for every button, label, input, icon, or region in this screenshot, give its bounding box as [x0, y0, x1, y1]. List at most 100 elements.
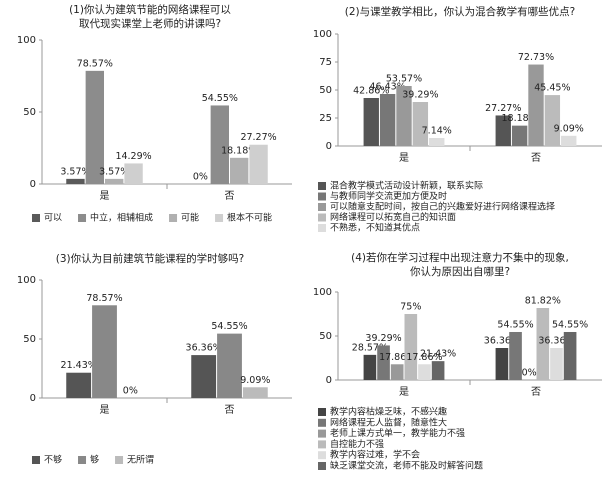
value-label: 39.29%: [365, 333, 401, 344]
x-tick-label: 否: [225, 190, 235, 202]
value-label: 78.57%: [77, 58, 113, 69]
bar: [230, 157, 249, 184]
x-tick-label: 否: [531, 152, 541, 164]
chart-title: (2)与课堂教学相比，你认为混合教学有哪些优点?: [345, 5, 575, 18]
bar: [66, 178, 85, 184]
bar: [418, 364, 431, 380]
value-label: 18.18%: [221, 145, 257, 156]
y-tick-label: 0: [326, 375, 332, 386]
value-label: 0%: [522, 368, 537, 379]
legend-label: 无所谓: [127, 455, 154, 466]
legend-label: 可能: [181, 212, 199, 224]
legend-swatch: [32, 214, 40, 222]
x-tick-label: 是: [399, 152, 409, 164]
value-label: 36.36%: [484, 336, 520, 347]
legend-swatch: [78, 214, 87, 222]
bar: [563, 331, 577, 380]
bar: [509, 331, 522, 380]
y-tick-label: 75: [319, 57, 332, 68]
legend-label: 不够: [44, 455, 62, 466]
value-label: 27.27%: [485, 103, 521, 114]
y-tick-label: 100: [17, 35, 36, 46]
y-tick-label: 100: [17, 275, 36, 286]
legend-label: 根本不可能: [227, 212, 272, 224]
bar: [536, 307, 550, 380]
value-label: 7.14%: [422, 126, 452, 137]
legend-label: 老师上课方式单一，教学能力不强: [330, 427, 465, 439]
value-label: 18.18%: [502, 113, 538, 124]
value-label: 39.29%: [402, 89, 438, 100]
value-label: 21.43%: [420, 349, 456, 360]
y-tick-label: 50: [319, 331, 332, 342]
value-label: 0%: [193, 172, 208, 183]
legend-label: 与教师同学交流更加方便及时: [330, 190, 447, 202]
y-tick-label: 50: [319, 85, 332, 96]
value-label: 28.57%: [352, 342, 388, 353]
y-tick-label: 50: [23, 334, 36, 345]
chart-title: (4)若你在学习过程中出现注意力不集中的现象,: [351, 251, 569, 264]
legend-label: 教学内容过难，学不会: [330, 449, 420, 461]
y-tick-label: 0: [30, 393, 36, 404]
bar: [217, 333, 242, 398]
y-tick-label: 25: [319, 113, 332, 124]
value-label: 72.73%: [518, 52, 554, 63]
legend-swatch: [318, 408, 326, 416]
x-tick-label: 是: [100, 190, 110, 202]
legend-swatch: [318, 440, 326, 449]
value-label: 36.36%: [186, 343, 222, 354]
x-tick-label: 否: [225, 404, 235, 416]
x-tick-label: 否: [531, 386, 541, 398]
legend-swatch: [318, 192, 326, 201]
value-label: 78.57%: [86, 293, 122, 304]
bar: [92, 305, 117, 398]
legend-swatch: [318, 203, 326, 211]
bar: [85, 70, 104, 184]
value-label: 54.55%: [552, 319, 588, 330]
bar: [495, 348, 509, 380]
value-label: 45.45%: [534, 83, 570, 94]
legend-swatch: [78, 456, 87, 464]
legend-swatch: [318, 451, 326, 460]
bar: [404, 314, 418, 380]
x-tick-label: 是: [399, 386, 409, 398]
bar: [561, 135, 577, 146]
value-label: 36.36%: [538, 336, 574, 347]
value-label: 46.43%: [370, 81, 406, 92]
bar: [495, 115, 511, 146]
chart-title: 取代现实课堂上老师的讲课吗?: [79, 17, 221, 30]
legend-swatch: [318, 213, 326, 222]
legend-swatch: [215, 214, 224, 222]
value-label: 14.29%: [115, 151, 151, 162]
bar: [105, 178, 124, 184]
bar: [377, 345, 390, 380]
legend-label: 中立，相辅相成: [90, 212, 153, 224]
legend-label: 可以随意支配时间，按自己的兴趣爱好进行网络课程选择: [330, 201, 555, 213]
legend-label: 混合教学模式活动设计新颖，联系实际: [330, 180, 483, 192]
chart-title: 你认为原因出自哪里?: [410, 265, 510, 278]
value-label: 81.82%: [525, 295, 561, 306]
legend-swatch: [318, 429, 326, 438]
bar: [242, 387, 268, 398]
bar: [210, 105, 229, 184]
bar: [511, 125, 528, 146]
bar: [66, 372, 92, 398]
bar: [249, 144, 268, 184]
bar: [550, 348, 563, 380]
y-tick-label: 100: [313, 29, 332, 40]
y-tick-label: 0: [326, 141, 332, 152]
legend-label: 自控能力不强: [330, 438, 384, 450]
legend-swatch: [318, 418, 326, 427]
value-label: 75%: [400, 302, 421, 313]
value-label: 21.43%: [61, 360, 97, 371]
bar: [363, 97, 379, 146]
value-label: 53.57%: [386, 74, 422, 85]
chart-title: (1)你认为建筑节能的网络课程可以: [69, 3, 231, 16]
bar: [431, 361, 445, 380]
bar: [390, 364, 404, 380]
value-label: 17.86%: [406, 352, 442, 363]
value-label: 3.57%: [60, 166, 90, 177]
legend-swatch: [318, 462, 326, 470]
value-label: 54.55%: [497, 319, 533, 330]
value-label: 9.09%: [240, 375, 270, 386]
